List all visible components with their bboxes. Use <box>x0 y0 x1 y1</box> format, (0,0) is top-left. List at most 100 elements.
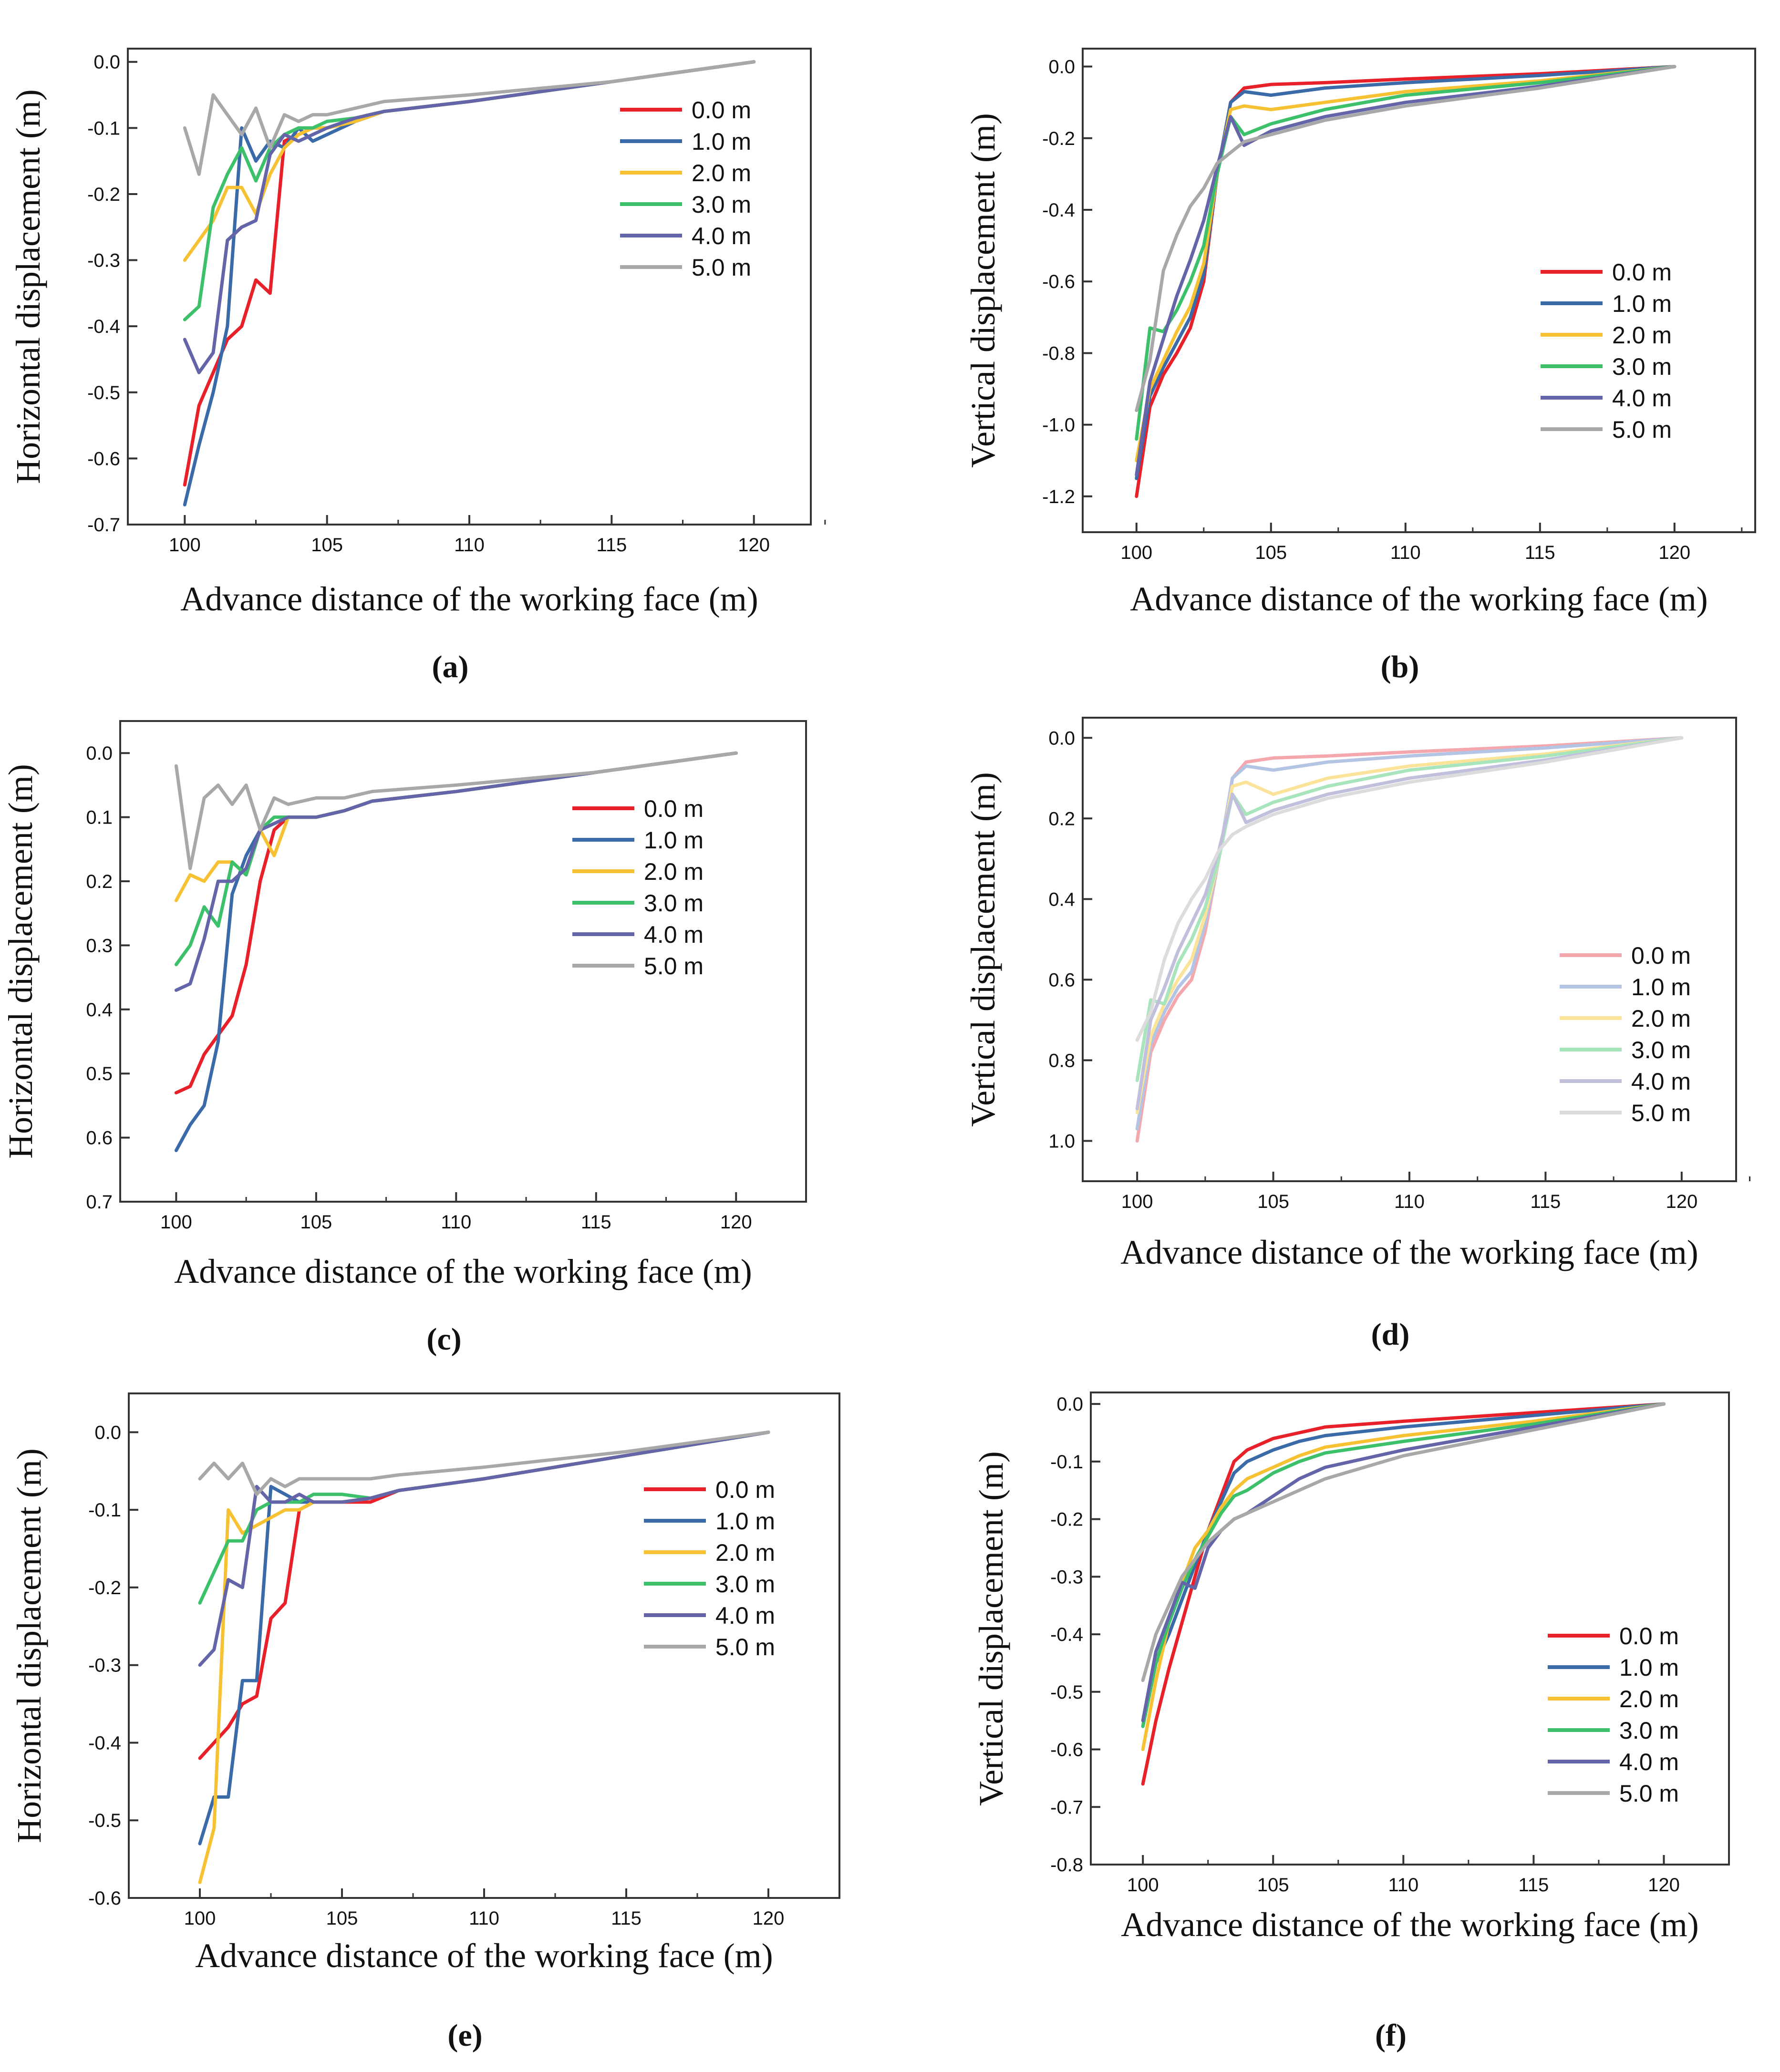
legend-label: 0.0 m <box>692 97 751 124</box>
legend-label: 5.0 m <box>692 254 751 281</box>
series-line-4-0-m <box>198 1430 770 1667</box>
x-tick-label: 115 <box>581 1212 611 1233</box>
x-tick-label: 120 <box>1648 1875 1680 1896</box>
series-line-0-0-m <box>1141 1402 1666 1786</box>
series-line-4-0-m <box>183 60 756 374</box>
x-tick-label: 100 <box>160 1212 192 1233</box>
x-tick-label: 115 <box>1525 542 1555 563</box>
x-tick-label: 110 <box>1388 1875 1418 1896</box>
legend-label: 5.0 m <box>1619 1780 1679 1807</box>
panel-label: (c) <box>426 1322 461 1357</box>
panel-2: 100 105 110 115 120 0.0 -0.2 -0.4 -0.6 -0.8 -1.0 -1… <box>964 48 1756 684</box>
x-tick-label: 110 <box>441 1212 471 1233</box>
y-tick-label: -0.5 <box>88 1810 121 1831</box>
series-line-4-0-m <box>174 751 738 992</box>
y-tick-label: -0.1 <box>88 1500 121 1521</box>
x-tick-label: 105 <box>326 1908 358 1929</box>
x-tick-label: 110 <box>454 535 485 556</box>
y-tick-label: 0.4 <box>1048 889 1075 910</box>
panel-label: (d) <box>1371 1317 1410 1352</box>
series-line-3-0-m <box>1135 736 1684 1082</box>
x-axis-title: Advance distance of the working face (m) <box>1120 1233 1698 1271</box>
legend-label: 1.0 m <box>644 827 704 854</box>
legend-label: 1.0 m <box>692 128 751 155</box>
legend-label: 2.0 m <box>1631 1005 1691 1032</box>
y-tick-label: -0.3 <box>88 1655 121 1676</box>
y-tick-label: 0.6 <box>86 1128 113 1149</box>
panel-4: 100 105 110 115 120 0.0 0.2 0.4 0.6 0.8 1.0 0.0 m 1.… <box>964 717 1751 1352</box>
y-tick-label: 0.0 <box>86 743 113 764</box>
y-tick-label: -0.2 <box>1050 1509 1083 1530</box>
x-axis-title: Advance distance of the working face (m) <box>195 1937 773 1975</box>
y-tick-label: -0.6 <box>1050 1740 1083 1761</box>
plot-frame <box>1090 1392 1730 1866</box>
panel-label: (a) <box>432 649 469 684</box>
x-axis-title: Advance distance of the working face (m) <box>1121 1906 1698 1944</box>
y-tick-label: 0.2 <box>86 871 113 892</box>
legend-label: 0.0 m <box>1619 1623 1679 1649</box>
legend-label: 3.0 m <box>715 1571 775 1598</box>
legend-label: 1.0 m <box>1612 290 1672 317</box>
series-line-5-0-m <box>1141 1402 1666 1682</box>
x-tick-label: 110 <box>1394 1191 1425 1212</box>
y-tick-label: 0.0 <box>93 52 120 73</box>
y-tick-label: -0.7 <box>1050 1797 1083 1818</box>
legend-label: 5.0 m <box>644 953 704 979</box>
x-tick-label: 100 <box>1121 1191 1153 1212</box>
y-tick-label: -0.4 <box>88 1732 121 1753</box>
legend-label: 1.0 m <box>1631 974 1691 1000</box>
series-line-5-0-m <box>183 60 756 176</box>
legend-label: 4.0 m <box>644 921 704 948</box>
y-tick-label: -0.3 <box>1050 1567 1083 1588</box>
x-tick-label: 105 <box>311 535 343 556</box>
x-tick-label: 100 <box>1120 542 1152 563</box>
legend-label: 0.0 m <box>1631 942 1691 969</box>
legend-label: 2.0 m <box>1612 322 1672 349</box>
x-tick-label: 120 <box>1666 1191 1697 1212</box>
y-tick-label: -0.4 <box>1042 200 1075 221</box>
y-tick-label: -0.3 <box>87 250 120 271</box>
legend: 0.0 m 1.0 m 2.0 m 3.0 m 4.0 m 5.0 m <box>1548 1623 1679 1807</box>
y-tick-label: -0.8 <box>1050 1855 1083 1876</box>
legend-label: 2.0 m <box>692 160 751 186</box>
y-tick-label: 0.1 <box>86 807 113 828</box>
legend-label: 0.0 m <box>644 795 704 822</box>
legend-label: 1.0 m <box>715 1508 775 1535</box>
y-tick-label: -1.2 <box>1042 486 1075 507</box>
x-tick-label: 120 <box>1658 542 1690 563</box>
y-axis-title: Horizontal displacement (m) <box>10 1448 48 1843</box>
legend: 0.0 m 1.0 m 2.0 m 3.0 m 4.0 m 5.0 m <box>1560 942 1691 1126</box>
y-tick-label: 0.0 <box>1048 57 1075 78</box>
series-line-0-0-m <box>1135 65 1677 498</box>
x-tick-label: 115 <box>611 1908 642 1929</box>
series-line-5-0-m <box>1135 65 1677 412</box>
legend-label: 2.0 m <box>1619 1686 1679 1712</box>
x-tick-label: 100 <box>1127 1875 1159 1896</box>
legend: 0.0 m 1.0 m 2.0 m 3.0 m 4.0 m 5.0 m <box>1541 259 1672 443</box>
legend-label: 5.0 m <box>1612 416 1672 443</box>
x-axis-title: Advance distance of the working face (m) <box>174 1252 752 1290</box>
legend-label: 3.0 m <box>1612 353 1672 380</box>
y-tick-label: -0.8 <box>1042 343 1075 364</box>
y-tick-label: 0.3 <box>86 935 113 956</box>
series-line-2-0-m <box>1135 736 1684 1114</box>
y-tick-label: 0.6 <box>1048 969 1075 990</box>
legend-label: 0.0 m <box>715 1476 775 1503</box>
series-line-0-0-m <box>198 1430 770 1760</box>
series-line-5-0-m <box>174 751 738 870</box>
series-line-2-0-m <box>1135 65 1677 463</box>
y-tick-label: -0.1 <box>1050 1452 1083 1473</box>
legend-label: 5.0 m <box>715 1634 775 1660</box>
y-tick-label: -0.5 <box>87 382 120 403</box>
y-tick-label: -0.1 <box>87 118 120 139</box>
legend: 0.0 m 1.0 m 2.0 m 3.0 m 4.0 m 5.0 m <box>620 97 751 281</box>
y-tick-label: -0.5 <box>1050 1682 1083 1703</box>
y-tick-label: 0.8 <box>1048 1050 1075 1071</box>
x-tick-label: 100 <box>169 535 201 556</box>
y-tick-label: -0.6 <box>87 448 120 469</box>
legend-label: 3.0 m <box>644 890 704 917</box>
series-line-4-0-m <box>1141 1402 1666 1722</box>
panel-5: 100 105 110 115 120 0.0 -0.1 -0.2 -0.3 -0.4 -0.5 -0… <box>10 1392 840 2053</box>
series-line-4-0-m <box>1135 736 1684 1111</box>
y-tick-label: 0.7 <box>86 1192 113 1213</box>
